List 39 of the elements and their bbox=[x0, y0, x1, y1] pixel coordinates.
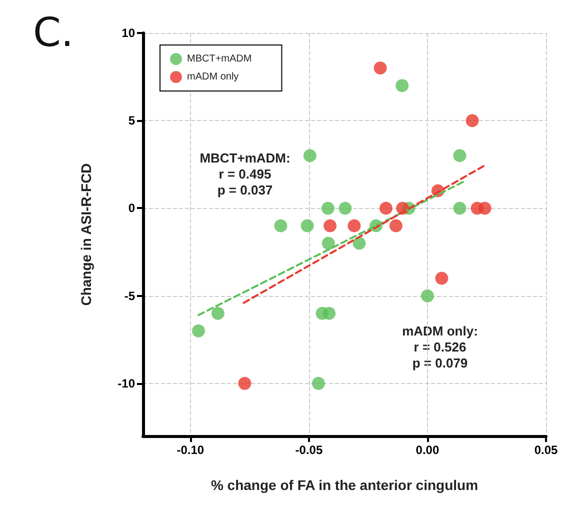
point bbox=[435, 272, 448, 285]
point bbox=[352, 236, 366, 250]
point bbox=[321, 202, 334, 215]
y-tick-label: 0 bbox=[128, 201, 136, 216]
legend-label: mADM only bbox=[187, 72, 239, 82]
point bbox=[303, 149, 316, 162]
point bbox=[300, 219, 314, 232]
point bbox=[274, 219, 288, 232]
x-tick-label: 0.00 bbox=[416, 443, 440, 457]
point bbox=[478, 202, 492, 215]
x-tick-label: -0.05 bbox=[295, 443, 323, 457]
point bbox=[338, 202, 352, 215]
point bbox=[348, 219, 361, 232]
point bbox=[389, 219, 402, 232]
point bbox=[380, 202, 392, 215]
y-tick-label: 10 bbox=[122, 26, 136, 40]
point bbox=[238, 376, 252, 390]
annotation: MBCT+mADM: r = 0.495 p = 0.037 bbox=[200, 150, 290, 198]
point bbox=[322, 306, 336, 320]
y-tick-label: -10 bbox=[118, 376, 136, 390]
chart-title: C. bbox=[33, 10, 74, 56]
point bbox=[324, 219, 337, 232]
x-tick-label: 0.05 bbox=[534, 443, 558, 457]
point bbox=[312, 376, 325, 390]
point bbox=[396, 79, 409, 92]
x-axis-title: % change of FA in the anterior cingulum bbox=[210, 477, 478, 493]
y-tick-label: 5 bbox=[128, 114, 136, 128]
legend-label: MBCT+mADM bbox=[187, 54, 252, 64]
y-tick-label: -5 bbox=[124, 288, 136, 303]
y-axis-title: Change in ASI-R-FCD bbox=[78, 163, 94, 306]
point bbox=[322, 236, 335, 250]
x-tick-label: -0.10 bbox=[176, 443, 204, 457]
point bbox=[211, 306, 224, 320]
point bbox=[192, 324, 205, 338]
point bbox=[453, 202, 466, 215]
point bbox=[374, 62, 387, 75]
point bbox=[420, 289, 434, 302]
point bbox=[466, 114, 479, 128]
point bbox=[453, 149, 466, 162]
